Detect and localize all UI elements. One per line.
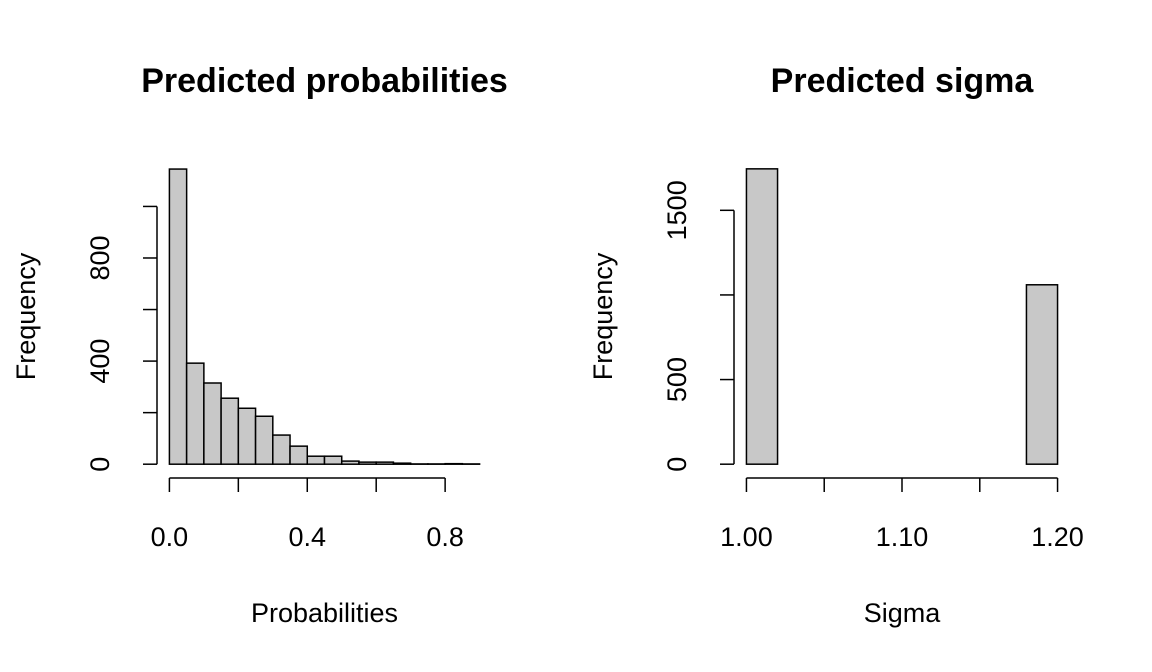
bar	[237, 407, 257, 465]
x-tick-label: 0.4	[288, 522, 326, 552]
bar	[340, 460, 360, 465]
bar	[254, 415, 274, 465]
y-tick-label: 1500	[662, 180, 692, 240]
bar	[1025, 284, 1059, 465]
bar	[185, 362, 205, 465]
x-axis-label: Sigma	[864, 598, 942, 628]
bar	[272, 434, 291, 465]
y-tick-label: 400	[85, 339, 115, 384]
x-tick-label: 1.20	[1031, 522, 1084, 552]
bar	[289, 445, 309, 465]
chart-title: Predicted sigma	[771, 62, 1035, 100]
y-tick-label: 500	[662, 357, 692, 402]
bar	[444, 462, 464, 465]
x-tick-label: 0.8	[426, 522, 464, 552]
y-axis-label: Frequency	[588, 252, 618, 380]
bar	[306, 455, 326, 465]
x-tick-label: 0.0	[151, 522, 189, 552]
x-axis-label: Probabilities	[251, 598, 398, 628]
bar	[745, 168, 779, 465]
bar	[220, 397, 240, 465]
bar	[358, 461, 377, 465]
bar	[168, 168, 188, 465]
bar	[392, 462, 412, 465]
y-axis-label: Frequency	[11, 252, 41, 380]
chart-title: Predicted probabilities	[141, 62, 508, 100]
bar	[375, 461, 395, 465]
y-tick-label: 800	[85, 235, 115, 280]
bar	[203, 382, 222, 465]
x-tick-label: 1.00	[720, 522, 773, 552]
y-tick-label: 0	[85, 457, 115, 472]
bar	[323, 455, 343, 465]
y-tick-label: 0	[662, 457, 692, 472]
x-tick-label: 1.10	[876, 522, 929, 552]
